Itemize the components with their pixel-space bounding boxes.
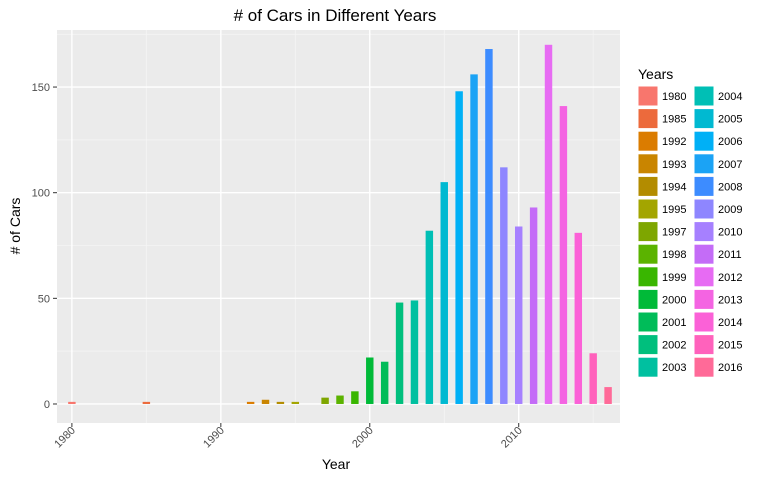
legend-key-1985 xyxy=(637,108,659,130)
legend-label-1999: 1999 xyxy=(662,272,686,284)
legend-label-2000: 2000 xyxy=(662,294,686,306)
bar-2008 xyxy=(485,49,493,404)
legend-key-2009 xyxy=(693,198,715,220)
legend-label-2005: 2005 xyxy=(718,114,742,126)
legend-label-1980: 1980 xyxy=(662,91,686,103)
bar-1998 xyxy=(336,395,344,404)
legend-label-2012: 2012 xyxy=(718,272,742,284)
legend-label-1997: 1997 xyxy=(662,227,686,239)
bar-1985 xyxy=(142,401,151,404)
bar-2011 xyxy=(529,207,538,404)
legend-key-2007 xyxy=(693,153,715,175)
legend-label-1994: 1994 xyxy=(662,181,686,193)
legend-key-1998 xyxy=(637,243,659,265)
x-tick-label: 1990 xyxy=(201,425,227,451)
legend-key-2010 xyxy=(693,221,715,243)
legend-key-1993 xyxy=(637,153,659,175)
y-tick-label: 50 xyxy=(38,293,50,305)
legend-label-2006: 2006 xyxy=(718,136,742,148)
legend-key-2008 xyxy=(693,175,715,197)
legend-key-2013 xyxy=(693,288,715,310)
legend-label-1995: 1995 xyxy=(662,204,686,216)
bars-group xyxy=(68,44,612,404)
bar-2007 xyxy=(470,74,478,404)
x-axis: 1980 1990 2000 2010 xyxy=(52,423,525,450)
legend-label-2016: 2016 xyxy=(718,362,742,374)
legend-key-2005 xyxy=(693,108,715,130)
legend: Years 1980 1985 1992 1993 1994 1995 1997 1998 19… xyxy=(637,66,742,378)
legend-label-2009: 2009 xyxy=(718,204,742,216)
bar-1980 xyxy=(68,401,76,404)
bar-1993 xyxy=(261,399,270,404)
legend-label-2011: 2011 xyxy=(718,249,742,261)
legend-key-2016 xyxy=(693,356,715,378)
legend-key-2011 xyxy=(693,243,715,265)
legend-label-2014: 2014 xyxy=(718,317,742,329)
bar-2014 xyxy=(574,232,583,404)
bar-2010 xyxy=(514,226,523,404)
legend-label-2008: 2008 xyxy=(718,181,742,193)
legend-key-1997 xyxy=(637,221,659,243)
bar-2015 xyxy=(589,353,597,404)
bar-2013 xyxy=(559,106,568,404)
legend-label-2010: 2010 xyxy=(718,227,742,239)
legend-key-1999 xyxy=(637,266,659,288)
legend-label-2013: 2013 xyxy=(718,294,742,306)
bar-2012 xyxy=(544,44,553,404)
legend-title: Years xyxy=(638,66,673,82)
y-axis: 0 50 100 150 xyxy=(32,82,57,411)
bar-2006 xyxy=(455,91,463,404)
bar-2005 xyxy=(440,182,448,404)
x-axis-title: Year xyxy=(322,456,351,472)
legend-label-1992: 1992 xyxy=(662,136,686,148)
legend-key-2004 xyxy=(693,85,715,107)
legend-key-2001 xyxy=(637,311,659,333)
y-tick-label: 150 xyxy=(32,82,50,94)
grid-major-lines xyxy=(57,30,620,423)
x-tick-label: 2010 xyxy=(499,425,525,451)
bar-1992 xyxy=(246,401,255,404)
bar-2000 xyxy=(366,357,374,404)
legend-key-2014 xyxy=(693,311,715,333)
x-tick-label: 1980 xyxy=(52,425,78,451)
legend-key-2002 xyxy=(637,334,659,356)
bar-1997 xyxy=(321,397,329,404)
legend-key-2006 xyxy=(693,130,715,152)
legend-label-1993: 1993 xyxy=(662,159,686,171)
bar-2001 xyxy=(380,361,389,404)
legend-key-1995 xyxy=(637,198,659,220)
legend-label-1985: 1985 xyxy=(662,114,686,126)
legend-label-2004: 2004 xyxy=(718,91,742,103)
bar-2016 xyxy=(604,387,612,404)
legend-key-2000 xyxy=(637,288,659,310)
bar-2002 xyxy=(395,302,404,404)
legend-key-1992 xyxy=(637,130,659,152)
plot-panel xyxy=(57,30,620,423)
legend-key-2015 xyxy=(693,334,715,356)
bar-1995 xyxy=(291,401,300,404)
legend-key-2003 xyxy=(637,356,659,378)
chart-title: # of Cars in Different Years xyxy=(234,6,437,25)
legend-label-2001: 2001 xyxy=(662,317,686,329)
legend-key-1980 xyxy=(637,85,659,107)
bar-2003 xyxy=(410,300,419,404)
y-axis-title: # of Cars xyxy=(7,198,23,255)
bar-2009 xyxy=(500,167,508,404)
bar-2004 xyxy=(425,230,434,404)
legend-label-2002: 2002 xyxy=(662,340,686,352)
x-tick-label: 2000 xyxy=(350,425,376,451)
bar-1994 xyxy=(276,401,285,404)
bar-1999 xyxy=(351,391,359,404)
legend-key-2012 xyxy=(693,266,715,288)
legend-label-2003: 2003 xyxy=(662,362,686,374)
legend-label-1998: 1998 xyxy=(662,249,686,261)
legend-label-2015: 2015 xyxy=(718,340,742,352)
y-tick-label: 100 xyxy=(32,188,50,200)
y-tick-label: 0 xyxy=(44,399,50,411)
legend-label-2007: 2007 xyxy=(718,159,742,171)
legend-key-1994 xyxy=(637,175,659,197)
